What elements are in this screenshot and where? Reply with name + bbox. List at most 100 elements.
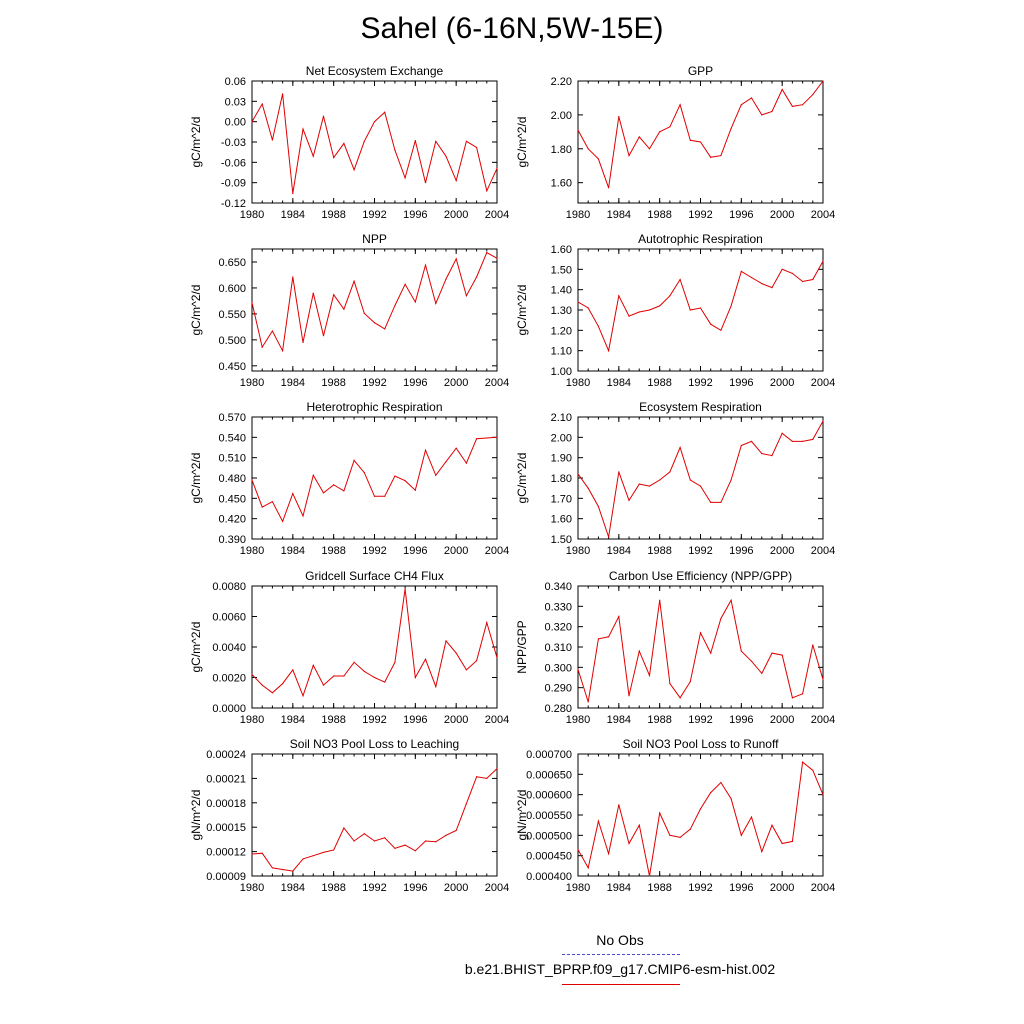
- ecosystem-respiration-y-tick-label: 1.60: [551, 514, 572, 526]
- heterotrophic-respiration-title: Heterotrophic Respiration: [306, 400, 442, 414]
- npp-data-point: [353, 280, 355, 282]
- autotrophic-respiration-y-tick-label: 1.30: [551, 305, 572, 317]
- soil-no3-pool-loss-to-runoff-x-tick-label: 1992: [688, 882, 712, 894]
- npp-data-point: [496, 257, 498, 259]
- soil-no3-pool-loss-to-leaching-y-tick-label: 0.00021: [206, 773, 246, 785]
- npp-data-point: [486, 252, 488, 254]
- ecosystem-respiration-data-point: [699, 485, 702, 487]
- carbon-use-efficiency-npp-gpp-data-point: [608, 636, 610, 638]
- net-ecosystem-exchange-y-tick-label: -0.06: [221, 157, 246, 169]
- gpp-x-tick-label: 1992: [688, 209, 712, 221]
- soil-no3-pool-loss-to-leaching-data-point: [282, 868, 284, 871]
- soil-no3-pool-loss-to-leaching-data-point: [292, 870, 294, 872]
- carbon-use-efficiency-npp-gpp-data-point: [659, 599, 661, 601]
- npp-data-point: [475, 276, 478, 278]
- net-ecosystem-exchange-y-tick-label: 0.06: [225, 76, 246, 88]
- net-ecosystem-exchange-data-point: [486, 190, 488, 192]
- heterotrophic-respiration-x-tick-label: 1980: [240, 545, 264, 557]
- carbon-use-efficiency-npp-gpp-data-point: [587, 701, 589, 703]
- npp-data-point: [251, 301, 253, 304]
- carbon-use-efficiency-npp-gpp-data-point: [720, 617, 722, 620]
- soil-no3-pool-loss-to-leaching-data-point: [486, 777, 488, 780]
- gpp-y-tick-label: 2.00: [551, 110, 572, 122]
- soil-no3-pool-loss-to-runoff-data-point: [597, 820, 600, 822]
- soil-no3-pool-loss-to-leaching-data-point: [465, 803, 467, 805]
- net-ecosystem-exchange-ylabel: gC/m^2/d: [189, 117, 203, 168]
- carbon-use-efficiency-npp-gpp-data-point: [638, 650, 640, 652]
- carbon-use-efficiency-npp-gpp-x-tick-label: 2004: [811, 714, 835, 726]
- gpp-data-point: [699, 141, 702, 143]
- autotrophic-respiration-data-point: [648, 309, 651, 311]
- heterotrophic-respiration-x-tick-label: 1984: [281, 545, 305, 557]
- ecosystem-respiration-data-point: [720, 501, 722, 503]
- net-ecosystem-exchange-data-point: [251, 121, 253, 123]
- gridcell-surface-ch4-flux-y-tick-label: 0.0020: [212, 673, 246, 685]
- autotrophic-respiration-ylabel: gC/m^2/d: [515, 285, 529, 336]
- gridcell-surface-ch4-flux-data-point: [435, 686, 437, 688]
- soil-no3-pool-loss-to-runoff-frame: [577, 753, 824, 877]
- autotrophic-respiration-data-point: [771, 287, 773, 289]
- soil-no3-pool-loss-to-leaching-data-point: [435, 841, 437, 843]
- gridcell-surface-ch4-flux-data-point: [282, 683, 284, 685]
- gpp-title: GPP: [688, 64, 713, 78]
- ecosystem-respiration-data-point: [689, 479, 691, 481]
- heterotrophic-respiration-ylabel: gC/m^2/d: [189, 453, 203, 504]
- net-ecosystem-exchange-data-point: [394, 149, 396, 151]
- gpp-data-point: [638, 136, 640, 138]
- autotrophic-respiration-data-point: [597, 325, 600, 327]
- ecosystem-respiration-data-point: [618, 471, 620, 473]
- soil-no3-pool-loss-to-runoff-x-tick-label: 1984: [607, 882, 631, 894]
- net-ecosystem-exchange-data-point: [465, 140, 467, 142]
- gpp-data-point: [801, 104, 804, 106]
- gpp-data-point: [822, 80, 824, 82]
- ecosystem-respiration-data-point: [659, 479, 661, 481]
- autotrophic-respiration-data-point: [801, 280, 804, 283]
- npp-data-point: [343, 308, 345, 310]
- npp-x-tick-label: 1984: [281, 377, 305, 389]
- soil-no3-pool-loss-to-leaching-data-point: [363, 833, 365, 835]
- heterotrophic-respiration-data-point: [343, 490, 345, 492]
- gpp-ylabel: gC/m^2/d: [515, 117, 529, 168]
- gpp-data-point: [577, 129, 579, 131]
- soil-no3-pool-loss-to-runoff-y-tick-label: 0.000550: [526, 810, 572, 822]
- soil-no3-pool-loss-to-leaching-ylabel: gN/m^2/d: [189, 790, 203, 841]
- autotrophic-respiration-x-tick-label: 1996: [729, 377, 753, 389]
- soil-no3-pool-loss-to-runoff-data-point: [577, 848, 579, 851]
- carbon-use-efficiency-npp-gpp-x-tick-label: 1980: [566, 714, 590, 726]
- net-ecosystem-exchange-data-point: [292, 192, 294, 195]
- ecosystem-respiration-data-point: [577, 473, 579, 475]
- soil-no3-pool-loss-to-leaching-data-point: [333, 849, 335, 851]
- ecosystem-respiration-data-point: [597, 505, 600, 508]
- npp-data-point: [404, 283, 406, 285]
- soil-no3-pool-loss-to-runoff-series-line: [577, 761, 824, 877]
- carbon-use-efficiency-npp-gpp-y-tick-label: 0.310: [544, 642, 572, 654]
- heterotrophic-respiration-y-tick-label: 0.390: [218, 534, 246, 546]
- gpp-data-point: [648, 148, 651, 150]
- ecosystem-respiration-data-point: [648, 485, 651, 487]
- soil-no3-pool-loss-to-leaching-data-point: [261, 852, 263, 854]
- ecosystem-respiration-data-point: [801, 440, 804, 442]
- autotrophic-respiration-x-tick-label: 1984: [607, 377, 631, 389]
- soil-no3-pool-loss-to-runoff-ylabel: gN/m^2/d: [515, 790, 529, 841]
- soil-no3-pool-loss-to-leaching-data-point: [373, 840, 376, 842]
- ecosystem-respiration-data-point: [740, 444, 742, 447]
- net-ecosystem-exchange-y-tick-label: 0.00: [225, 117, 246, 129]
- npp-x-tick-label: 1980: [240, 377, 264, 389]
- gridcell-surface-ch4-flux-data-point: [384, 681, 386, 683]
- net-ecosystem-exchange-title: Net Ecosystem Exchange: [306, 64, 444, 78]
- npp-data-point: [282, 350, 284, 352]
- soil-no3-pool-loss-to-runoff-y-tick-label: 0.000700: [526, 749, 572, 761]
- gpp-data-point: [597, 158, 600, 160]
- soil-no3-pool-loss-to-runoff-data-point: [608, 853, 610, 855]
- net-ecosystem-exchange-data-point: [496, 167, 498, 170]
- gridcell-surface-ch4-flux-data-point: [475, 660, 478, 662]
- gridcell-surface-ch4-flux-y-tick-label: 0.0000: [212, 703, 246, 715]
- gpp-y-tick-label: 1.60: [551, 178, 572, 190]
- autotrophic-respiration-data-point: [791, 272, 793, 274]
- soil-no3-pool-loss-to-runoff-data-point: [750, 816, 753, 818]
- soil-no3-pool-loss-to-leaching-data-point: [343, 827, 345, 829]
- gridcell-surface-ch4-flux-data-point: [373, 676, 376, 679]
